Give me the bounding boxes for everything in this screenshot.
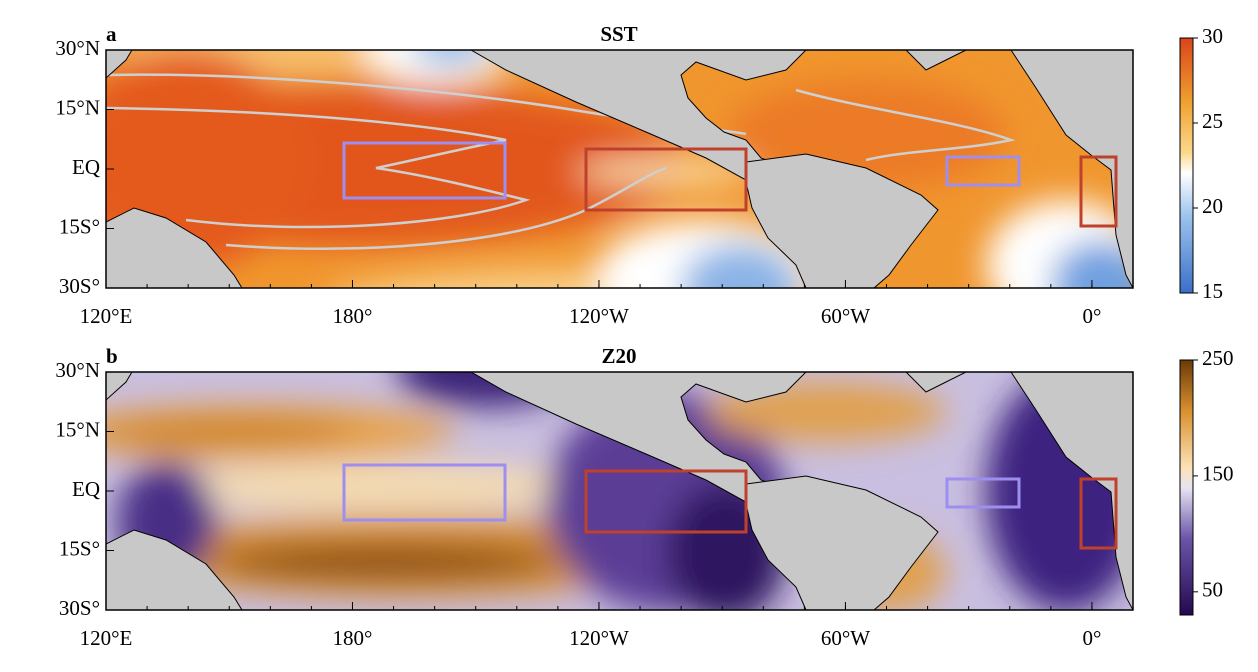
- colorbar-tick-label: 30: [1202, 24, 1223, 48]
- colorbar: [1179, 37, 1194, 294]
- y-tick-label: 15S°: [59, 214, 100, 238]
- y-tick-label: EQ: [72, 477, 100, 501]
- y-tick-label: 15°N: [55, 417, 100, 441]
- y-tick-label: 15S°: [59, 536, 100, 560]
- y-tick-label: 30S°: [59, 596, 100, 620]
- x-tick-label: 120°W: [569, 304, 629, 328]
- colorbar-tick-label: 150: [1202, 462, 1234, 486]
- colorbar-tick-label: 20: [1202, 194, 1223, 218]
- colorbar-tick-label: 50: [1202, 578, 1223, 602]
- x-tick-label: 120°E: [80, 626, 133, 650]
- x-tick-label: 0°: [1082, 304, 1101, 328]
- x-tick-label: 120°W: [569, 626, 629, 650]
- x-tick-label: 120°E: [80, 304, 133, 328]
- y-tick-label: 30S°: [59, 274, 100, 298]
- colorbar-tick-label: 25: [1202, 109, 1223, 133]
- sst-map: [105, 49, 1134, 289]
- z20-map: [105, 371, 1134, 611]
- x-tick-label: 180°: [333, 626, 373, 650]
- colorbar-tick-label: 250: [1202, 346, 1234, 370]
- y-tick-label: 15°N: [55, 95, 100, 119]
- y-tick-label: 30°N: [55, 36, 100, 60]
- panel-title: Z20: [601, 344, 636, 368]
- x-tick-label: 0°: [1082, 626, 1101, 650]
- y-tick-label: 30°N: [55, 358, 100, 382]
- panel-label: b: [106, 344, 118, 368]
- y-tick-label: EQ: [72, 155, 100, 179]
- x-tick-label: 60°W: [821, 626, 870, 650]
- x-tick-label: 60°W: [821, 304, 870, 328]
- colorbar: [1179, 359, 1194, 616]
- panel-label: a: [106, 22, 117, 46]
- panel-title: SST: [600, 22, 637, 46]
- x-tick-label: 180°: [333, 304, 373, 328]
- colorbar-tick-label: 15: [1202, 279, 1223, 303]
